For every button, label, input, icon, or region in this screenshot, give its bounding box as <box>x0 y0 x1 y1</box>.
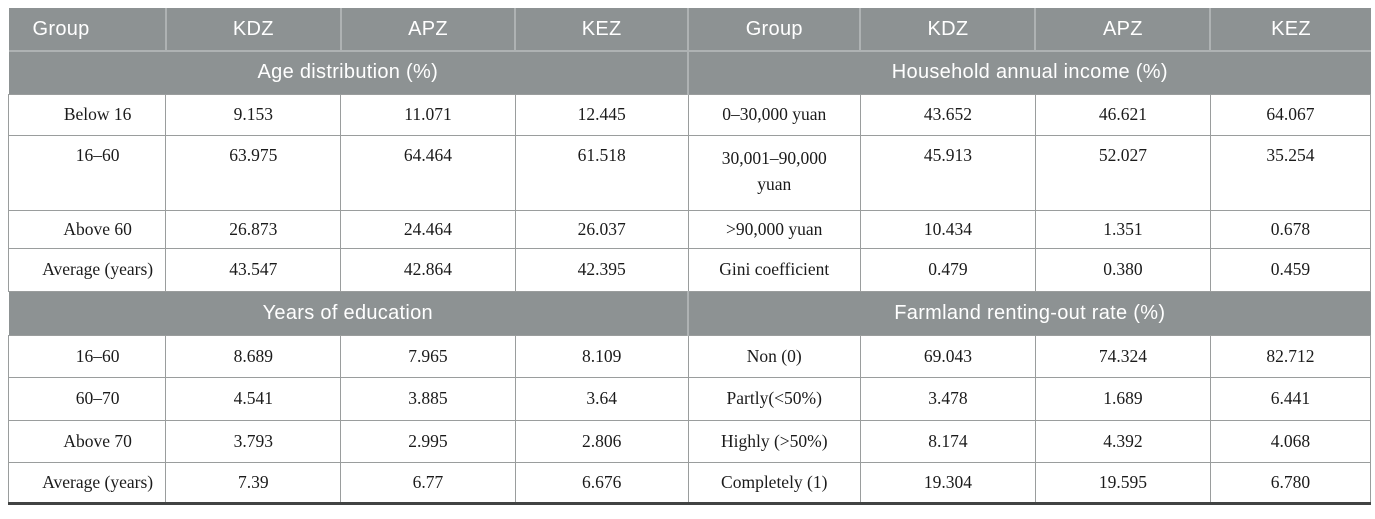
cell-value: 64.464 <box>340 134 516 211</box>
cell-value: 19.304 <box>859 461 1036 504</box>
cell-value: 69.043 <box>859 334 1036 378</box>
cell-value: 11.071 <box>340 93 516 136</box>
column-header-kez-left: KEZ <box>515 8 690 52</box>
cell-value: 63.975 <box>165 134 342 211</box>
cell-value: 46.621 <box>1034 93 1211 136</box>
cell-value: 7.965 <box>340 334 516 378</box>
row-label: 60–70 <box>7 376 167 421</box>
row-label: Above 60 <box>7 209 167 249</box>
cell-value: 3.64 <box>514 376 689 421</box>
cell-value: 0.479 <box>859 247 1036 292</box>
section-title-household-income: Household annual income (%) <box>688 51 1371 94</box>
cell-value: 19.595 <box>1034 461 1211 504</box>
cell-value: 1.689 <box>1034 376 1211 421</box>
column-header-group-left: Group <box>8 8 167 52</box>
column-header-kdz-right: KDZ <box>860 8 1037 52</box>
cell-value: 6.441 <box>1209 376 1372 421</box>
row-label: 16–60 <box>7 334 167 378</box>
column-header-group-right: Group <box>688 8 862 52</box>
statistics-table-container: Group KDZ APZ KEZ Group KDZ APZ KEZ Age … <box>7 8 1372 505</box>
cell-value: 8.174 <box>859 419 1036 463</box>
table-row: Average (years) 43.547 42.864 42.395 Gin… <box>7 247 1372 292</box>
cell-value: 74.324 <box>1034 334 1211 378</box>
cell-value: 2.995 <box>340 419 516 463</box>
section-title-farmland-renting: Farmland renting-out rate (%) <box>688 291 1371 335</box>
row-label: Average (years) <box>7 461 167 504</box>
row-label: Partly(<50%) <box>687 376 861 421</box>
column-header-kdz-left: KDZ <box>165 8 342 52</box>
column-header-kez-right: KEZ <box>1210 8 1371 52</box>
table-row: Above 70 3.793 2.995 2.806 Highly (>50%)… <box>7 419 1372 463</box>
cell-value: 7.39 <box>165 461 342 504</box>
cell-value: 9.153 <box>165 93 342 136</box>
cell-value: 12.445 <box>514 93 689 136</box>
header-row: Group KDZ APZ KEZ Group KDZ APZ KEZ <box>8 8 1371 52</box>
table-row: 16–60 8.689 7.965 8.109 Non (0) 69.043 7… <box>7 334 1372 378</box>
cell-value: 42.395 <box>514 247 689 292</box>
cell-value: 2.806 <box>514 419 689 463</box>
column-header-apz-right: APZ <box>1035 8 1212 52</box>
cell-value: 0.678 <box>1209 209 1372 249</box>
row-label: >90,000 yuan <box>687 209 861 249</box>
row-label: 0–30,000 yuan <box>687 93 861 136</box>
cell-value: 45.913 <box>859 134 1036 211</box>
cell-value: 24.464 <box>340 209 516 249</box>
cell-value: 6.676 <box>514 461 689 504</box>
cell-value: 82.712 <box>1209 334 1372 378</box>
column-header-apz-left: APZ <box>340 8 517 52</box>
section-row-1: Age distribution (%) Household annual in… <box>8 51 1371 94</box>
row-label: Non (0) <box>687 334 861 378</box>
cell-value: 0.380 <box>1034 247 1211 292</box>
cell-value: 43.547 <box>165 247 342 292</box>
cell-value: 42.864 <box>340 247 516 292</box>
row-label: Above 70 <box>7 419 167 463</box>
table-row: Below 16 9.153 11.071 12.445 0–30,000 yu… <box>7 93 1372 136</box>
section-title-age-distribution: Age distribution (%) <box>8 51 690 94</box>
cell-value: 64.067 <box>1209 93 1372 136</box>
cell-value: 10.434 <box>859 209 1036 249</box>
cell-value: 35.254 <box>1209 134 1372 211</box>
cell-value: 3.793 <box>165 419 342 463</box>
cell-value: 4.068 <box>1209 419 1372 463</box>
cell-value: 0.459 <box>1209 247 1372 292</box>
section-title-years-education: Years of education <box>8 291 690 335</box>
cell-value: 1.351 <box>1034 209 1211 249</box>
cell-value: 3.478 <box>859 376 1036 421</box>
row-label: Gini coefficient <box>687 247 861 292</box>
table-row: Above 60 26.873 24.464 26.037 >90,000 yu… <box>7 209 1372 249</box>
cell-value: 26.037 <box>514 209 689 249</box>
cell-value: 6.77 <box>340 461 516 504</box>
row-label: Below 16 <box>7 93 167 136</box>
cell-value: 6.780 <box>1209 461 1372 504</box>
cell-value: 4.541 <box>165 376 342 421</box>
cell-value: 43.652 <box>859 93 1036 136</box>
table-row: 16–60 63.975 64.464 61.518 30,001–90,000… <box>7 134 1372 211</box>
row-label: Average (years) <box>7 247 167 292</box>
cell-value: 52.027 <box>1034 134 1211 211</box>
row-label: 16–60 <box>7 134 167 211</box>
table-row: 60–70 4.541 3.885 3.64 Partly(<50%) 3.47… <box>7 376 1372 421</box>
cell-value: 61.518 <box>514 134 689 211</box>
cell-value: 8.689 <box>165 334 342 378</box>
cell-value: 8.109 <box>514 334 689 378</box>
row-label: Completely (1) <box>687 461 861 504</box>
cell-value: 4.392 <box>1034 419 1211 463</box>
row-label: 30,001–90,000 yuan <box>687 134 861 211</box>
group-statistics-table: Group KDZ APZ KEZ Group KDZ APZ KEZ Age … <box>7 8 1372 505</box>
section-row-2: Years of education Farmland renting-out … <box>8 291 1371 335</box>
row-label: Highly (>50%) <box>687 419 861 463</box>
cell-value: 3.885 <box>340 376 516 421</box>
table-row: Average (years) 7.39 6.77 6.676 Complete… <box>7 461 1372 504</box>
cell-value: 26.873 <box>165 209 342 249</box>
